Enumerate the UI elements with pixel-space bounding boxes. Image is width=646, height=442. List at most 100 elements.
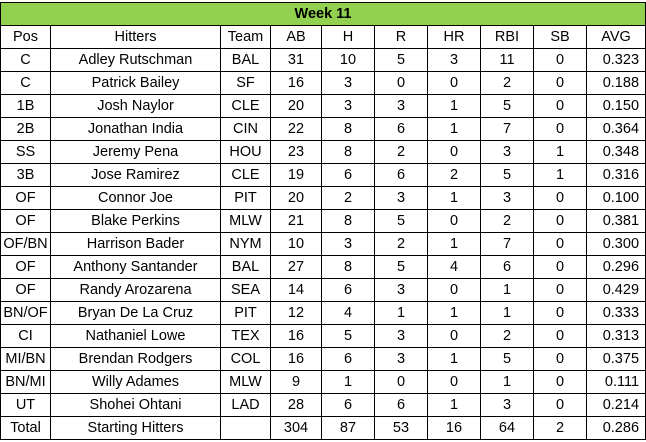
pos-cell: 3B (0, 163, 51, 187)
hitter-cell: Adley Rutschman (50, 48, 221, 72)
sb-cell: 0 (533, 370, 587, 394)
h-cell: 8 (321, 209, 375, 233)
ab-cell: 23 (270, 140, 322, 164)
rbi-cell: 64 (480, 416, 534, 440)
total-row: Total Starting Hitters 304 87 53 16 64 2 0.286 (0, 416, 646, 440)
h-cell: 5 (321, 324, 375, 348)
team-cell: PIT (220, 301, 271, 325)
pos-cell: CI (0, 324, 51, 348)
ab-cell: 9 (270, 370, 322, 394)
column-header-pos: Pos (0, 25, 51, 49)
h-cell: 2 (321, 186, 375, 210)
column-header-hr: HR (427, 25, 481, 49)
hr-cell: 4 (427, 255, 481, 279)
hr-cell: 0 (427, 324, 481, 348)
avg-cell: 0.150 (585, 94, 646, 118)
table-row: C Adley Rutschman BAL 31 10 5 3 11 0 0.323 (0, 48, 646, 72)
rbi-cell: 2 (480, 209, 534, 233)
pos-cell: UT (0, 393, 51, 417)
pos-cell: OF (0, 278, 51, 302)
pos-cell: BN/OF (0, 301, 51, 325)
avg-cell: 0.296 (585, 255, 646, 279)
h-cell: 10 (321, 48, 375, 72)
column-header-hitters: Hitters (50, 25, 221, 49)
team-cell: HOU (220, 140, 271, 164)
r-cell: 5 (374, 255, 428, 279)
rbi-cell: 5 (480, 163, 534, 187)
team-cell: MLW (220, 209, 271, 233)
team-cell: COL (220, 347, 271, 371)
h-cell: 6 (321, 163, 375, 187)
rbi-cell: 1 (480, 301, 534, 325)
table-row: OF Connor Joe PIT 20 2 3 1 3 0 0.100 (0, 186, 646, 210)
avg-cell: 0.316 (585, 163, 646, 187)
rbi-cell: 3 (480, 393, 534, 417)
table-row: OF Anthony Santander BAL 27 8 5 4 6 0 0.296 (0, 255, 646, 279)
team-cell (220, 416, 271, 440)
hr-cell: 0 (427, 71, 481, 95)
team-cell: MLW (220, 370, 271, 394)
avg-cell: 0.214 (585, 393, 646, 417)
ab-cell: 10 (270, 232, 322, 256)
table-row: OF Randy Arozarena SEA 14 6 3 0 1 0 0.429 (0, 278, 646, 302)
ab-cell: 12 (270, 301, 322, 325)
sb-cell: 2 (533, 416, 587, 440)
team-cell: CLE (220, 163, 271, 187)
pos-cell: Total (0, 416, 51, 440)
sb-cell: 0 (533, 209, 587, 233)
sb-cell: 0 (533, 48, 587, 72)
table-row: CI Nathaniel Lowe TEX 16 5 3 0 2 0 0.313 (0, 324, 646, 348)
hr-cell: 0 (427, 140, 481, 164)
r-cell: 6 (374, 117, 428, 141)
hr-cell: 1 (427, 347, 481, 371)
sb-cell: 0 (533, 186, 587, 210)
hitter-cell: Starting Hitters (50, 416, 221, 440)
column-header-ab: AB (270, 25, 322, 49)
r-cell: 0 (374, 71, 428, 95)
team-cell: SF (220, 71, 271, 95)
pos-cell: C (0, 71, 51, 95)
team-cell: CIN (220, 117, 271, 141)
pos-cell: C (0, 48, 51, 72)
hitter-cell: Jonathan India (50, 117, 221, 141)
hr-cell: 16 (427, 416, 481, 440)
avg-cell: 0.286 (585, 416, 646, 440)
ab-cell: 21 (270, 209, 322, 233)
h-cell: 8 (321, 140, 375, 164)
rbi-cell: 2 (480, 324, 534, 348)
avg-cell: 0.429 (585, 278, 646, 302)
hitter-cell: Bryan De La Cruz (50, 301, 221, 325)
column-header-rbi: RBI (480, 25, 534, 49)
hr-cell: 1 (427, 94, 481, 118)
hr-cell: 3 (427, 48, 481, 72)
avg-cell: 0.313 (585, 324, 646, 348)
table-row: C Patrick Bailey SF 16 3 0 0 2 0 0.188 (0, 71, 646, 95)
pos-cell: 2B (0, 117, 51, 141)
hitter-cell: Randy Arozarena (50, 278, 221, 302)
hitter-cell: Willy Adames (50, 370, 221, 394)
hr-cell: 0 (427, 370, 481, 394)
sb-cell: 0 (533, 393, 587, 417)
team-cell: PIT (220, 186, 271, 210)
table-row: 2B Jonathan India CIN 22 8 6 1 7 0 0.364 (0, 117, 646, 141)
sb-cell: 0 (533, 117, 587, 141)
ab-cell: 16 (270, 324, 322, 348)
team-cell: NYM (220, 232, 271, 256)
pos-cell: 1B (0, 94, 51, 118)
ab-cell: 304 (270, 416, 322, 440)
r-cell: 1 (374, 301, 428, 325)
pos-cell: BN/MI (0, 370, 51, 394)
hr-cell: 1 (427, 186, 481, 210)
hr-cell: 1 (427, 301, 481, 325)
team-cell: LAD (220, 393, 271, 417)
column-header-avg: AVG (585, 25, 646, 49)
rbi-cell: 7 (480, 117, 534, 141)
r-cell: 3 (374, 347, 428, 371)
avg-cell: 0.100 (585, 186, 646, 210)
hitter-cell: Blake Perkins (50, 209, 221, 233)
h-cell: 6 (321, 347, 375, 371)
hitter-cell: Jose Ramirez (50, 163, 221, 187)
week-title: Week 11 (0, 2, 646, 26)
avg-cell: 0.375 (585, 347, 646, 371)
pos-cell: OF/BN (0, 232, 51, 256)
